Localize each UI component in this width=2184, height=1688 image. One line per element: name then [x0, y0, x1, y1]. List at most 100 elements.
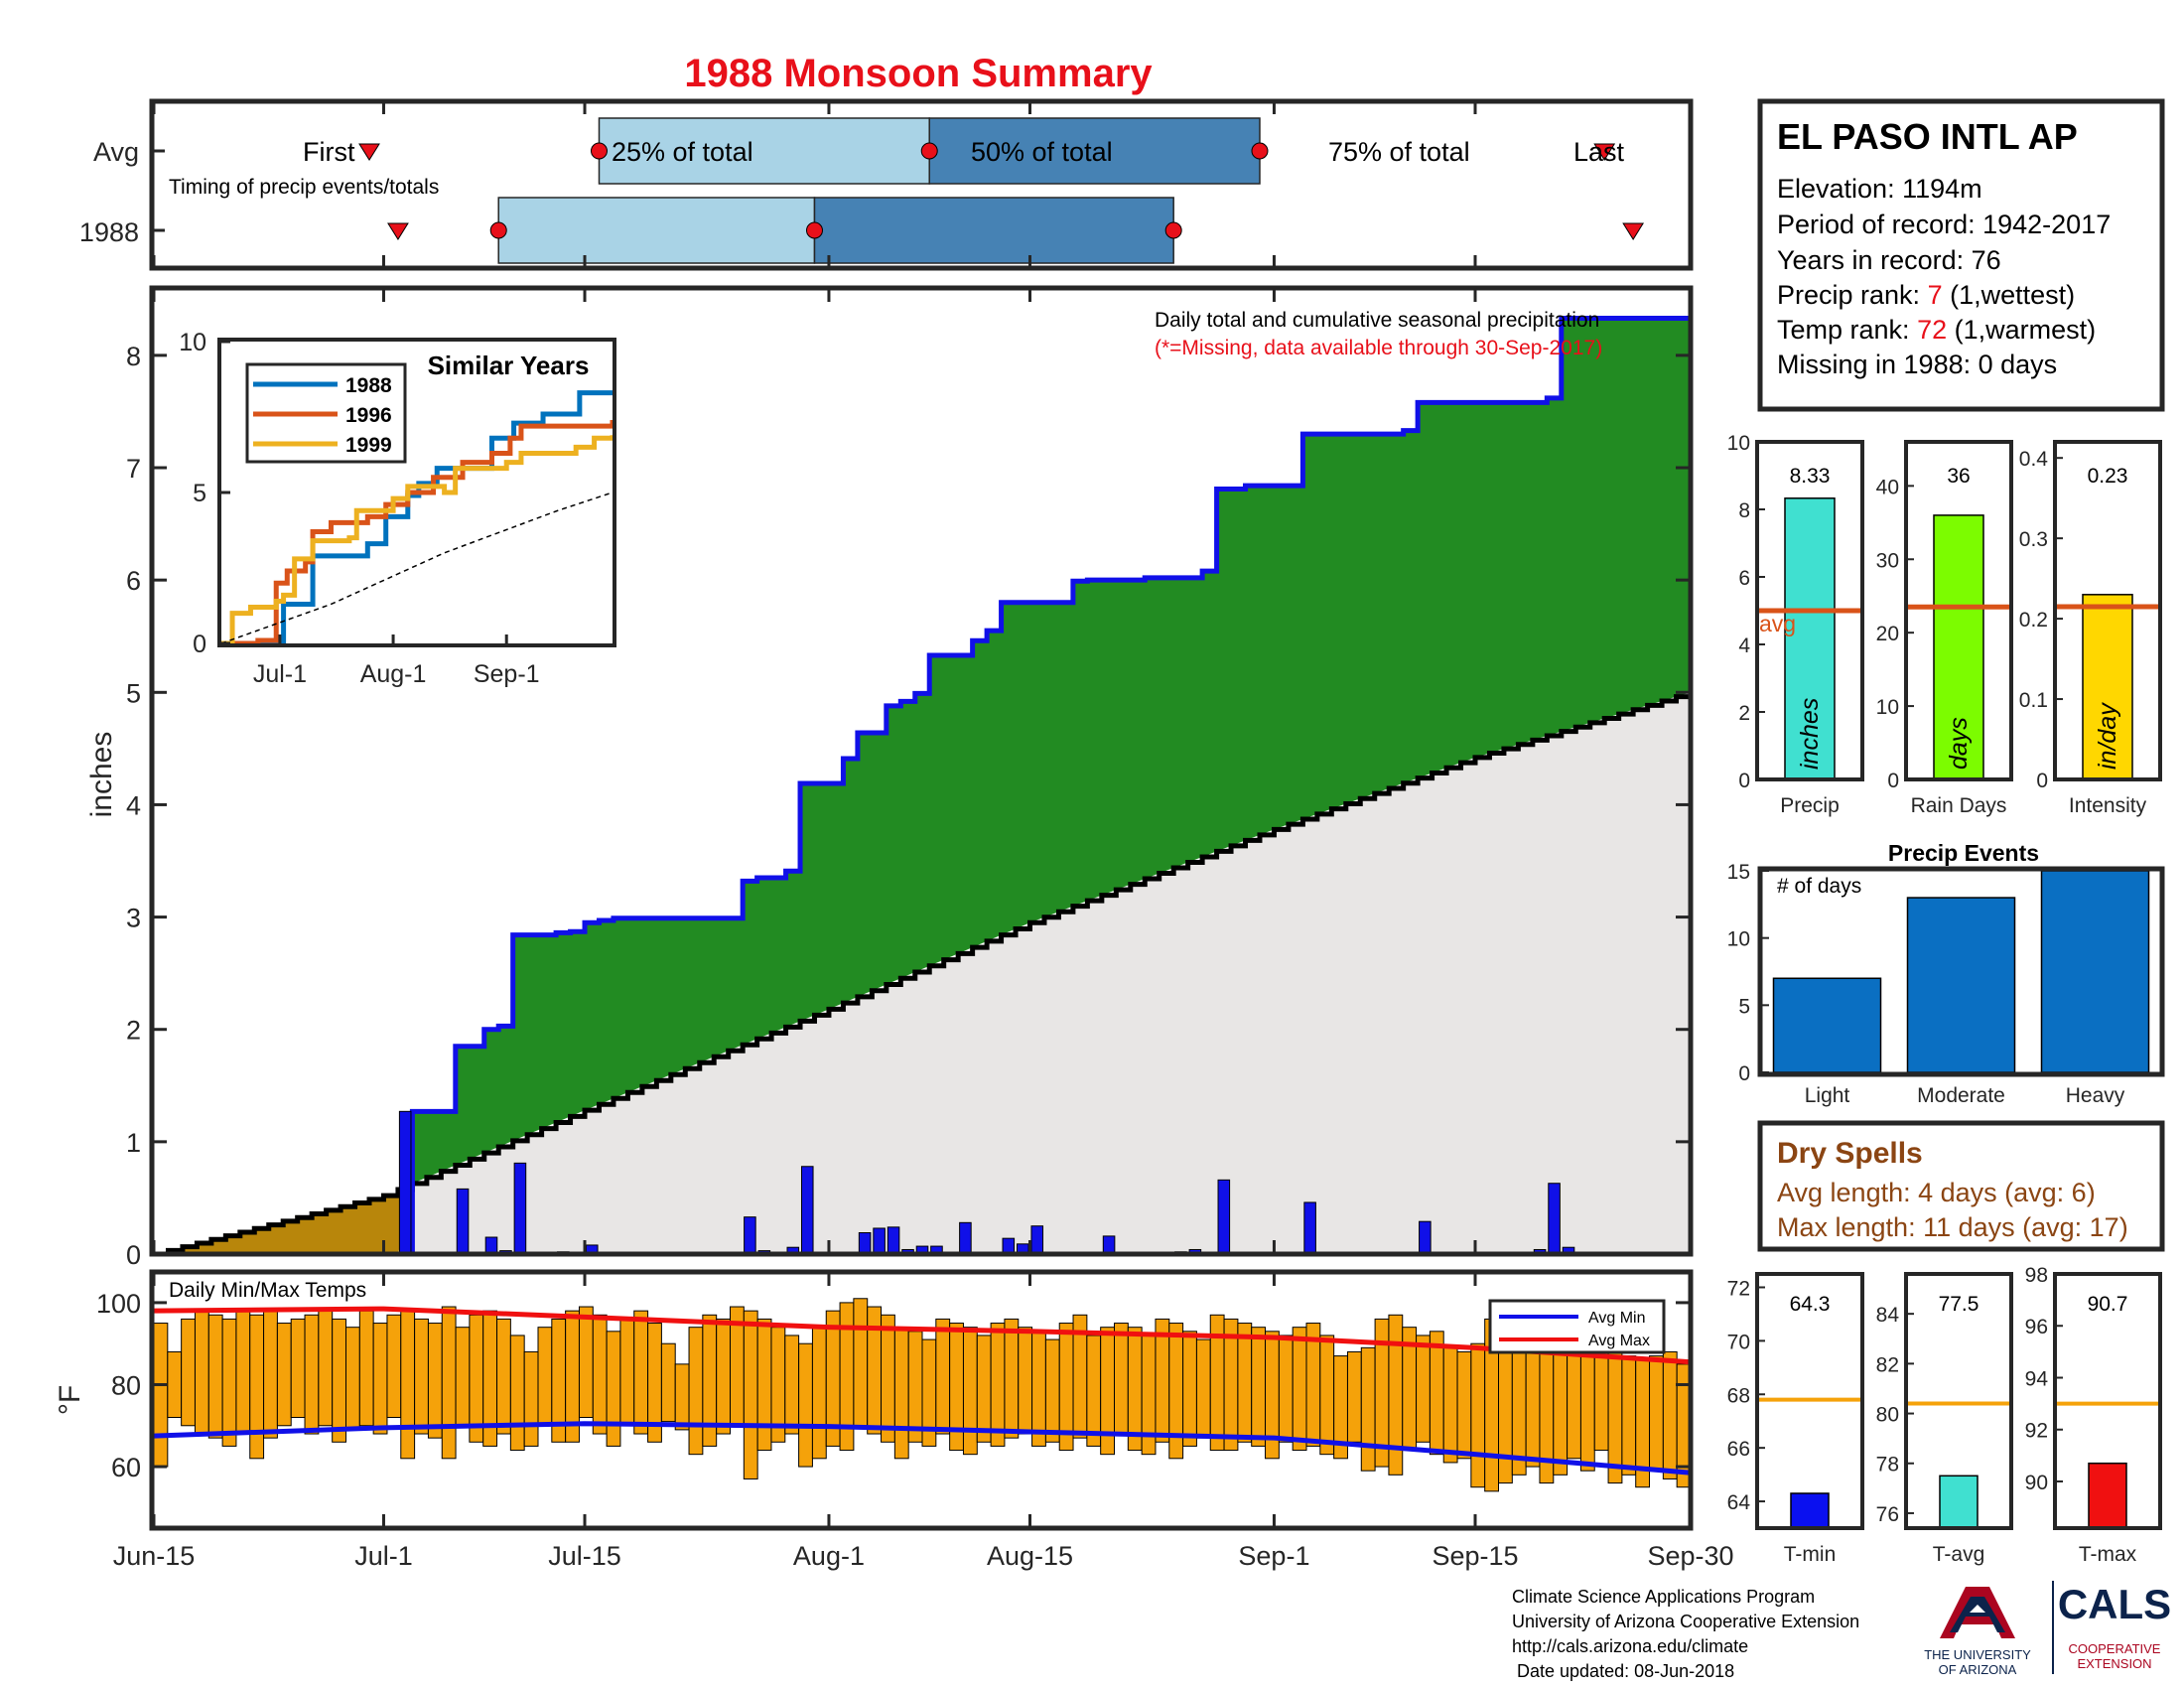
main-ytick-label: 5 [126, 678, 141, 708]
inset-legend: 1988 1996 1999 [245, 362, 407, 464]
dry-spells-avg: Avg length: 4 days (avg: 6) [1777, 1178, 2096, 1207]
temp-summary-bar [2088, 1462, 2127, 1529]
daily-temp-bar [194, 1310, 209, 1435]
main-precip-chart: 0 1 2 3 4 5 6 7 8 inches Daily total and cumulat… [85, 285, 1694, 1270]
summary-xlabel: Precip [1780, 794, 1840, 817]
temp-summary-t-max: 90 92 94 96 98 90.7 T-max [2025, 1264, 2162, 1566]
area-average-base [397, 692, 1691, 1254]
daily-temp-bar [1237, 1323, 1253, 1443]
timing-dot-q25-yr [489, 221, 507, 239]
daily-temp-bar [660, 1342, 676, 1423]
summary-avg-label: avg [1759, 611, 1796, 636]
daily-temp-bar [1442, 1346, 1458, 1464]
inset-ytick-label: 10 [179, 329, 206, 356]
timing-label-q75: 75% of total [1328, 137, 1470, 167]
daily-temp-bar [523, 1350, 539, 1447]
timing-dot-q75-yr [1164, 221, 1182, 239]
avg-min-line [153, 1421, 1692, 1476]
date-tick-label: Sep-15 [1432, 1541, 1518, 1571]
temp-summary-ytick-label: 78 [1876, 1454, 1899, 1477]
daily-precip-bar [744, 1216, 756, 1255]
daily-temp-bar [853, 1298, 869, 1427]
daily-temp-bar [907, 1331, 923, 1443]
daily-temp-bar [1593, 1350, 1609, 1452]
precip-rank-note: (1,wettest) [1943, 280, 2076, 310]
daily-temp-bar [1018, 1327, 1033, 1435]
main-annotation: Daily total and cumulative seasonal prec… [1155, 309, 1599, 332]
timing-label-last: Last [1573, 137, 1625, 167]
precip-rank-value: 7 [1928, 280, 1943, 310]
inset-series-1996 [221, 420, 615, 646]
main-missing-note: (*=Missing, data available through 30-Se… [1155, 337, 1602, 359]
summary-bar [1933, 514, 1984, 780]
station-missing: Missing in 1988: 0 days [1777, 350, 2057, 379]
inset-axes: 0 5 10 Jul-1 Aug-1 Sep-1 [179, 329, 539, 688]
daily-temp-bar [893, 1327, 909, 1460]
main-plot-area [154, 316, 1694, 1257]
events-bar-moderate [1906, 897, 2016, 1073]
daily-temp-bar [784, 1335, 800, 1435]
summary-xlabel: Rain Days [1911, 794, 2007, 817]
date-tick-label: Jul-15 [548, 1541, 621, 1571]
inset-ytick-label: 0 [193, 631, 206, 658]
daily-precip-bar [887, 1226, 900, 1255]
temp-frame [149, 1269, 1694, 1531]
timing-marks [152, 101, 1693, 268]
station-elevation: Elevation: 1194m [1777, 174, 1982, 204]
inset-legend-label-1999: 1999 [345, 434, 392, 457]
daily-temp-bar [221, 1318, 237, 1447]
daily-temp-bar [811, 1327, 827, 1460]
daily-temp-bar [881, 1314, 895, 1443]
daily-temp-bar [1360, 1346, 1376, 1472]
temp-summary-ytick-label: 82 [1876, 1353, 1899, 1376]
daily-temp-bar [1607, 1350, 1623, 1484]
main-ytick-label: 3 [126, 904, 141, 933]
daily-temp-bar [469, 1314, 484, 1443]
summary-value-label: 36 [1947, 465, 1970, 488]
daily-temp-bar [743, 1310, 758, 1479]
timing-box-lower-yr [497, 197, 816, 264]
events-category-label: Light [1805, 1084, 1850, 1107]
daily-temp-bar [276, 1323, 292, 1427]
daily-precip-bar [959, 1221, 972, 1255]
temp-summary-xlabel: T-min [1784, 1543, 1837, 1566]
main-ytick-label: 0 [126, 1240, 141, 1270]
temp-summary-value-label: 64.3 [1790, 1293, 1831, 1316]
station-period: Period of record: 1942-2017 [1777, 210, 2111, 239]
summary-ytick-label: 0.2 [2019, 609, 2048, 632]
main-ytick-label: 1 [126, 1128, 141, 1158]
temp-summary-bar [1790, 1492, 1830, 1529]
daily-temp-bar [592, 1314, 608, 1435]
summary-unit-label: inches [1796, 698, 1824, 770]
avg-max-line [153, 1306, 1692, 1365]
daily-temp-bar [290, 1318, 306, 1419]
daily-temp-bar [990, 1323, 1006, 1447]
temp-summary-ytick-label: 84 [1876, 1304, 1900, 1327]
timing-triangle-last-yr [1622, 222, 1645, 240]
temp-summary-value-label: 90.7 [2088, 1293, 2128, 1316]
daily-temp-bar [935, 1318, 951, 1435]
temp-ytick-label: 100 [96, 1289, 141, 1319]
daily-temp-bar [345, 1327, 360, 1431]
daily-temp-bar [537, 1327, 553, 1427]
daily-temp-bar [304, 1314, 320, 1435]
summary-bar [1784, 497, 1836, 780]
events-bar-light [1772, 977, 1882, 1073]
events-plot-area: Light Moderate Heavy 0 5 10 15 [1727, 861, 2150, 1107]
temp-plot-area [153, 1298, 1692, 1492]
daily-temp-bar [1470, 1342, 1486, 1488]
timing-label-first: First [303, 137, 355, 167]
daily-precip-bar [398, 1110, 412, 1255]
inset-xtick-label: Aug-1 [360, 660, 427, 688]
main-ytick-label: 6 [126, 566, 141, 596]
inset-series-1999 [221, 435, 615, 646]
daily-temp-bar [1155, 1318, 1170, 1443]
temp-summary-ytick-label: 92 [2025, 1420, 2048, 1443]
daily-temp-bar [372, 1323, 388, 1435]
timing-dot-q50-avg [920, 142, 938, 160]
daily-temp-bar [1662, 1350, 1678, 1479]
timing-triangle-last-avg [1593, 143, 1616, 161]
temp-summary-ytick-label: 90 [2025, 1472, 2048, 1494]
date-tick-label: Aug-15 [987, 1541, 1073, 1571]
daily-temp-bar [332, 1318, 346, 1443]
